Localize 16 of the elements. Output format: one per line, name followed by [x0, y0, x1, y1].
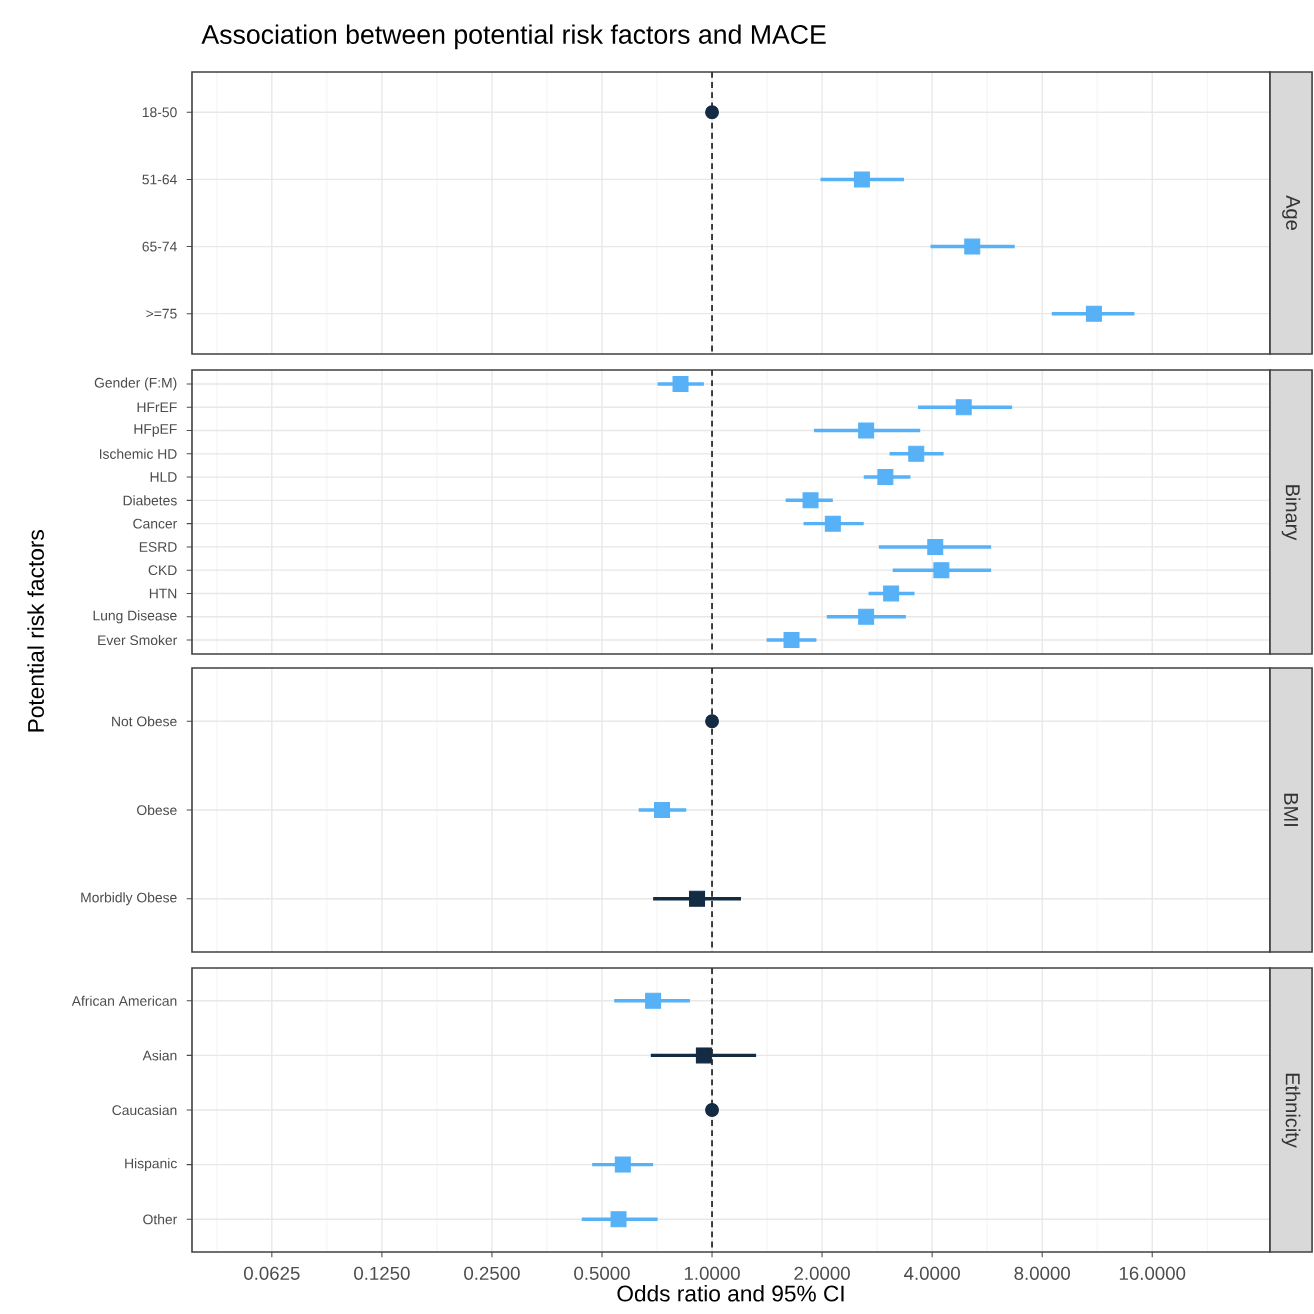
x-tick-label: 4.0000 — [904, 1266, 960, 1280]
y-axis-title: Potential risk factors — [27, 530, 44, 732]
x-tick-label: 16.0000 — [1119, 1266, 1186, 1280]
x-tick-label: 1.0000 — [684, 1266, 740, 1280]
y2-axis-title: Binary — [1281, 485, 1301, 541]
y2-axis-title: Ethnicity — [1281, 1073, 1301, 1148]
x-tick-label: 0.0625 — [244, 1266, 300, 1280]
y2-axis-title: Age — [1282, 195, 1300, 230]
x-tick-label: 0.2500 — [464, 1266, 520, 1280]
y2-axis-title: BMI — [1284, 793, 1298, 826]
x-tick-label: 2.0000 — [794, 1266, 850, 1280]
x-tick-label: 8.0000 — [1014, 1266, 1070, 1280]
x-tick-label: 0.5000 — [574, 1266, 630, 1280]
x-axis-title: Odds ratio and 95% CI — [617, 1284, 844, 1302]
x-tick-label: 0.1250 — [354, 1266, 410, 1280]
chart-title: Association between potential risk factors and MACE — [201, 24, 826, 50]
